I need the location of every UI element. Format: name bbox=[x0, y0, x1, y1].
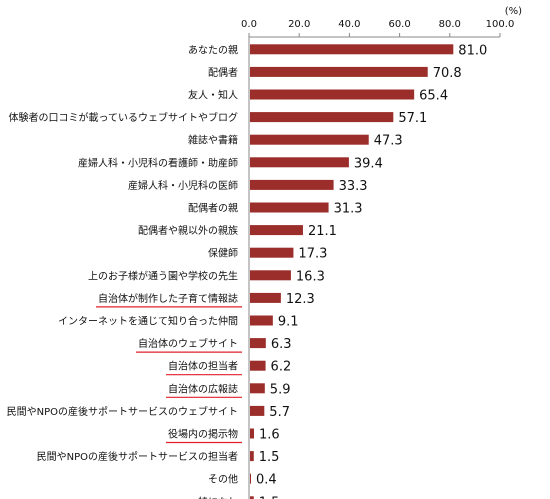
bar-row: 産婦人科・小児科の看護師・助産師 39.4 bbox=[78, 156, 383, 171]
bar bbox=[250, 451, 254, 462]
category-label: 自治体の広報誌 bbox=[168, 382, 238, 395]
bar-row: 配偶者の親 31.3 bbox=[188, 202, 363, 217]
x-tick-label: 100.0 bbox=[486, 19, 515, 30]
bar bbox=[250, 496, 254, 499]
category-label: 民間やNPOの産後サポートサービスの担当者 bbox=[37, 450, 238, 463]
bar bbox=[250, 202, 329, 213]
value-label: 57.1 bbox=[398, 111, 427, 126]
bar-row: 民間やNPOの産後サポートサービスの担当者 1.5 bbox=[37, 450, 280, 465]
bar bbox=[250, 315, 273, 326]
bar bbox=[250, 179, 334, 190]
bar bbox=[250, 360, 266, 371]
value-label: 0.4 bbox=[256, 473, 277, 488]
x-tick-label: 40.0 bbox=[338, 19, 360, 30]
bar-row: その他 0.4 bbox=[208, 473, 277, 488]
category-label: 友人・知人 bbox=[188, 89, 238, 102]
unit-label: (%) bbox=[505, 6, 522, 17]
category-label: 配偶者の親 bbox=[188, 202, 238, 215]
value-label: 70.8 bbox=[433, 66, 462, 81]
bar-row: 雑誌や書籍 47.3 bbox=[188, 134, 403, 149]
bar bbox=[250, 66, 428, 77]
bar-row: 役場内の掲示物 1.6 bbox=[166, 428, 280, 444]
category-label: あなたの親 bbox=[188, 43, 238, 56]
bar bbox=[250, 134, 369, 145]
bar bbox=[250, 473, 252, 484]
bar bbox=[250, 292, 281, 303]
bar-rows: あなたの親 81.0 配偶者 70.8 友人・知人 65.4 体験者の口コミが載っているウェ… bbox=[7, 43, 487, 499]
x-tick-label: 60.0 bbox=[388, 19, 410, 30]
category-label: 体験者の口コミが載っているウェブサイトやブログ bbox=[9, 111, 239, 124]
category-label: インターネットを通じて知り合った仲間 bbox=[58, 315, 238, 328]
value-label: 21.1 bbox=[308, 224, 337, 239]
category-label: 保健師 bbox=[208, 247, 238, 260]
category-label: 特になし bbox=[198, 496, 238, 499]
value-label: 17.3 bbox=[298, 247, 327, 262]
category-label: 自治体の担当者 bbox=[168, 360, 238, 373]
bar bbox=[250, 247, 294, 258]
bar bbox=[250, 428, 255, 439]
value-label: 6.2 bbox=[271, 360, 292, 375]
bar-row: 配偶者 70.8 bbox=[208, 66, 462, 81]
bar-row: 自治体の担当者 6.2 bbox=[166, 360, 292, 376]
bar-row: 自治体の広報誌 5.9 bbox=[166, 382, 291, 398]
x-axis-ticks: 0.0 20.0 40.0 60.0 80.0 100.0 bbox=[241, 19, 514, 37]
category-label: 上のお子様が通う園や学校の先生 bbox=[88, 269, 238, 282]
bar-row: 友人・知人 65.4 bbox=[188, 89, 448, 104]
bar-row: インターネットを通じて知り合った仲間 9.1 bbox=[58, 315, 299, 330]
bar bbox=[250, 44, 454, 55]
category-label: 産婦人科・小児科の看護師・助産師 bbox=[78, 156, 238, 169]
value-label: 12.3 bbox=[286, 292, 315, 307]
value-label: 65.4 bbox=[419, 89, 448, 104]
bar bbox=[250, 338, 266, 349]
value-label: 5.9 bbox=[270, 382, 291, 397]
bar bbox=[250, 405, 265, 416]
bar-row: 体験者の口コミが載っているウェブサイトやブログ 57.1 bbox=[9, 111, 428, 126]
bar-row: 配偶者や親以外の親族 21.1 bbox=[138, 224, 337, 239]
category-label: 自治体のウェブサイト bbox=[138, 337, 238, 350]
value-label: 1.6 bbox=[259, 428, 280, 443]
bar bbox=[250, 112, 394, 123]
bar bbox=[250, 225, 303, 236]
value-label: 33.3 bbox=[339, 179, 368, 194]
category-label: 雑誌や書籍 bbox=[188, 134, 238, 147]
category-label: 役場内の掲示物 bbox=[168, 428, 238, 441]
bar-row: 自治体が制作した子育て情報誌 12.3 bbox=[96, 292, 315, 308]
bar-row: 民間やNPOの産後サポートサービスのウェブサイト 5.7 bbox=[7, 405, 290, 420]
category-label: 民間やNPOの産後サポートサービスのウェブサイト bbox=[7, 405, 238, 418]
x-tick-label: 0.0 bbox=[241, 19, 257, 30]
bar bbox=[250, 270, 291, 281]
value-label: 39.4 bbox=[354, 156, 383, 171]
bar-row: 自治体のウェブサイト 6.3 bbox=[136, 337, 292, 353]
category-label: 産婦人科・小児科の医師 bbox=[128, 179, 238, 192]
category-label: その他 bbox=[208, 473, 238, 486]
bar-row: あなたの親 81.0 bbox=[188, 43, 487, 58]
bar bbox=[250, 383, 265, 394]
x-tick-label: 80.0 bbox=[439, 19, 461, 30]
bar-row: 上のお子様が通う園や学校の先生 16.3 bbox=[88, 269, 325, 284]
value-label: 31.3 bbox=[334, 202, 363, 217]
bar-row: 特になし 1.5 bbox=[198, 495, 279, 499]
value-label: 6.3 bbox=[271, 337, 292, 352]
value-label: 47.3 bbox=[374, 134, 403, 149]
value-label: 16.3 bbox=[296, 269, 325, 284]
value-label: 5.7 bbox=[269, 405, 290, 420]
category-label: 配偶者や親以外の親族 bbox=[138, 224, 238, 237]
bar-row: 保健師 17.3 bbox=[208, 247, 327, 262]
bar-row: 産婦人科・小児科の医師 33.3 bbox=[128, 179, 368, 194]
bar bbox=[250, 89, 415, 100]
value-label: 81.0 bbox=[458, 43, 487, 58]
value-label: 9.1 bbox=[278, 315, 299, 330]
value-label: 1.5 bbox=[259, 495, 280, 499]
bar bbox=[250, 157, 349, 168]
category-label: 自治体が制作した子育て情報誌 bbox=[98, 292, 238, 305]
category-label: 配偶者 bbox=[208, 66, 238, 79]
value-label: 1.5 bbox=[259, 450, 280, 465]
x-tick-label: 20.0 bbox=[288, 19, 310, 30]
